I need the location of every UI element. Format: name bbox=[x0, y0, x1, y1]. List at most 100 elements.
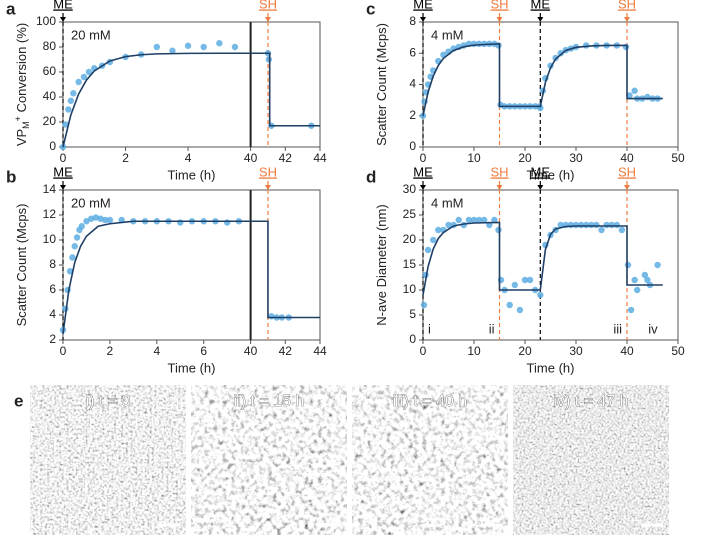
x-tick-label: 30 bbox=[569, 344, 583, 358]
micrograph-label: iii) t = 40 h bbox=[393, 393, 467, 410]
plot-frame bbox=[62, 21, 321, 148]
micrograph-label: iv) t = 47 h bbox=[553, 393, 628, 410]
panel-letter: a bbox=[6, 0, 16, 18]
concentration-label: 20 mM bbox=[71, 27, 111, 42]
data-point bbox=[537, 291, 544, 299]
event-label: SH bbox=[490, 164, 508, 179]
time-label: iii bbox=[613, 321, 622, 336]
data-point bbox=[598, 226, 605, 234]
data-point bbox=[516, 306, 524, 314]
time-label: iv bbox=[648, 321, 658, 336]
data-point bbox=[153, 43, 161, 51]
data-point bbox=[70, 90, 77, 97]
concentration-label: 20 mM bbox=[71, 195, 111, 210]
micrograph-image bbox=[513, 385, 669, 535]
data-point bbox=[641, 271, 649, 279]
micrograph-label: i) t = 0 bbox=[86, 393, 131, 410]
x-tick-label: 40 bbox=[620, 344, 634, 358]
x-tick-label: 40 bbox=[244, 344, 258, 358]
micrograph: ii) t = 15 h bbox=[191, 385, 347, 535]
fit-line bbox=[62, 220, 320, 334]
y-tick-label: 60 bbox=[43, 64, 57, 78]
data-point bbox=[83, 218, 90, 225]
y-tick-label: 8 bbox=[409, 14, 416, 28]
event-label: ME bbox=[531, 0, 551, 11]
panel-letter: d bbox=[366, 167, 376, 186]
data-point bbox=[624, 261, 632, 269]
x-tick-label: 40 bbox=[620, 151, 634, 165]
data-point bbox=[593, 221, 600, 229]
micrograph-label: ii) t = 15 h bbox=[234, 393, 305, 410]
micrograph: iv) t = 47 h bbox=[513, 385, 669, 535]
data-point bbox=[420, 301, 428, 309]
y-tick-label: 30 bbox=[403, 182, 417, 196]
y-axis-label-part: Scatter Count (Mcps) bbox=[14, 204, 29, 327]
chart: c 0 2 4 6 8 0 10 20 30 40 50 Time (h) Scatter Count (… bbox=[366, 0, 685, 182]
y-tick-label: 2 bbox=[49, 332, 56, 346]
data-point bbox=[511, 281, 518, 289]
data-point bbox=[631, 276, 638, 284]
event-arrowhead bbox=[624, 185, 630, 190]
data-point bbox=[66, 268, 74, 275]
data-point bbox=[521, 276, 529, 284]
event-arrowhead bbox=[496, 17, 503, 22]
data-point bbox=[169, 47, 176, 54]
data-point bbox=[424, 246, 432, 254]
x-tick-label: 0 bbox=[60, 344, 67, 358]
x-axis-label: Time (h) bbox=[527, 360, 575, 375]
data-point bbox=[78, 223, 85, 230]
y-tick-label: 2 bbox=[409, 108, 416, 122]
y-axis-label-part: Scatter Count (Mcps) bbox=[374, 23, 389, 146]
data-point bbox=[200, 43, 207, 51]
y-tick-label: 12 bbox=[43, 207, 57, 221]
x-tick-label: 10 bbox=[467, 151, 481, 165]
y-tick-label: 80 bbox=[43, 39, 57, 53]
data-point bbox=[613, 221, 620, 229]
y-tick-label: 10 bbox=[403, 282, 417, 296]
event-arrowhead bbox=[420, 17, 426, 22]
x-tick-label: 2 bbox=[122, 151, 129, 165]
y-tick-label: 4 bbox=[49, 307, 56, 321]
data-point bbox=[495, 226, 502, 234]
data-point bbox=[491, 216, 498, 224]
event-arrowhead bbox=[496, 185, 503, 190]
y-tick-label: 20 bbox=[403, 232, 417, 246]
fit-line bbox=[422, 221, 663, 296]
x-tick-label: 6 bbox=[200, 344, 207, 358]
x-tick-label: 42 bbox=[279, 151, 293, 165]
fit-line bbox=[62, 52, 320, 148]
y-tick-label: 6 bbox=[409, 45, 416, 59]
data-point bbox=[69, 254, 76, 261]
data-point bbox=[557, 50, 564, 57]
event-arrowhead bbox=[60, 185, 66, 190]
fit-line bbox=[422, 43, 663, 116]
x-axis-label: Time (h) bbox=[527, 167, 575, 182]
data-point bbox=[618, 226, 626, 234]
data-point bbox=[631, 87, 638, 94]
event-label: ME bbox=[53, 164, 73, 179]
x-tick-label: 42 bbox=[279, 344, 293, 358]
data-point bbox=[102, 216, 109, 224]
micrograph: iii) t = 40 h bbox=[352, 385, 508, 535]
x-axis-label: Time (h) bbox=[168, 360, 216, 375]
x-tick-label: 20 bbox=[518, 151, 532, 165]
y-tick-label: 14 bbox=[43, 182, 57, 196]
event-arrowhead bbox=[264, 17, 271, 22]
plot-frame bbox=[422, 189, 679, 341]
x-tick-label: 10 bbox=[467, 344, 481, 358]
x-tick-label: 40 bbox=[244, 151, 258, 165]
data-point bbox=[177, 219, 184, 226]
event-label: ME bbox=[413, 0, 433, 11]
micrograph: i) t = 0 bbox=[30, 385, 186, 535]
y-tick-label: 100 bbox=[36, 14, 56, 28]
data-point bbox=[634, 286, 641, 294]
x-tick-label: 2 bbox=[107, 344, 114, 358]
y-tick-label: 0 bbox=[49, 139, 56, 153]
data-point bbox=[455, 216, 462, 224]
event-label: SH bbox=[618, 164, 636, 179]
data-point bbox=[475, 216, 483, 224]
data-point bbox=[80, 73, 88, 81]
micrograph-image bbox=[191, 385, 347, 535]
